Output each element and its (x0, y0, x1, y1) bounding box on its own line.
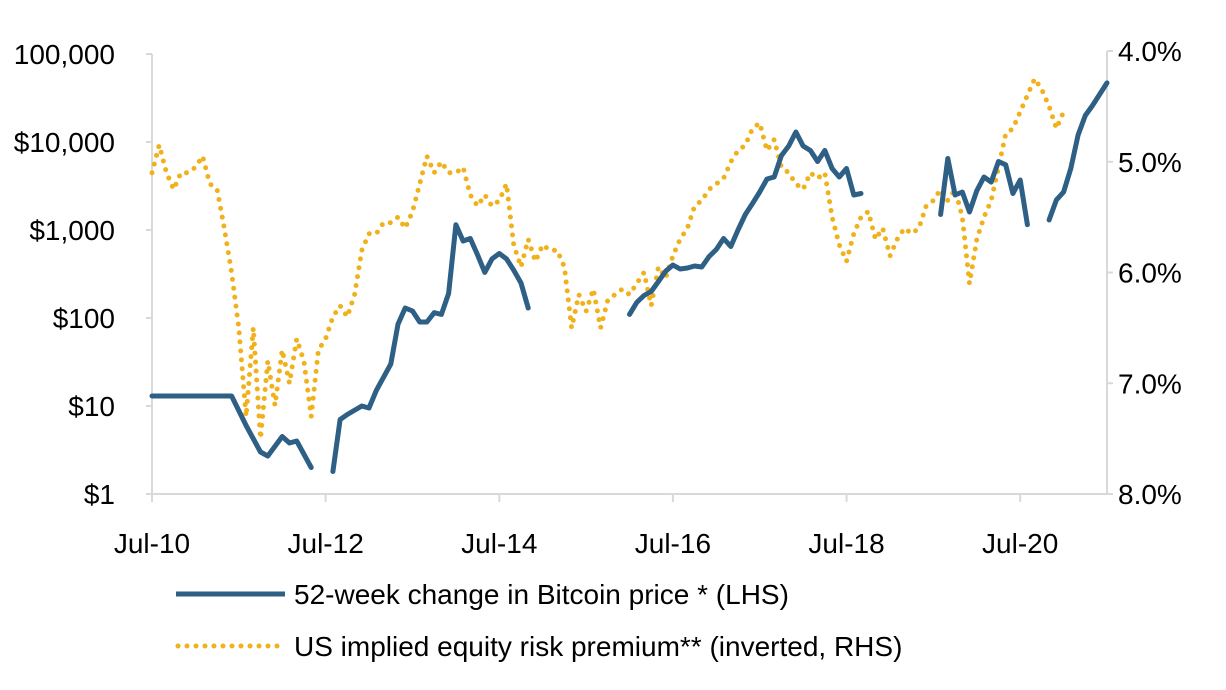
bitcoin-series-segment (149, 393, 314, 470)
right-axis-tick-label: 8.0% (1118, 479, 1182, 510)
left-axis-tick-label: $1,000 (29, 215, 115, 246)
legend-bitcoin-label: 52-week change in Bitcoin price * (LHS) (294, 579, 789, 610)
bitcoin-series-segment (627, 129, 864, 317)
right-axis-tick-label: 6.0% (1118, 258, 1182, 289)
erp-series-line (149, 76, 1067, 442)
left-axis-tick-label: $100 (53, 303, 115, 334)
left-axis-tick-label: $1 (84, 479, 115, 510)
right-axis-tick-label: 4.0% (1118, 36, 1182, 67)
legend: 52-week change in Bitcoin price * (LHS) … (175, 579, 902, 662)
legend-erp-label: US implied equity risk premium** (invert… (294, 631, 902, 662)
left-axis-tick-label: $10,000 (14, 127, 115, 158)
axes (146, 50, 1113, 502)
x-axis-tick-label: Jul-16 (635, 528, 711, 559)
right-axis-tick-label: 7.0% (1118, 368, 1182, 399)
x-axis-tick-label: Jul-12 (288, 528, 364, 559)
left-axis-tick-label: $10 (68, 391, 115, 422)
x-axis-tick-label: Jul-14 (461, 528, 537, 559)
bitcoin-series-segment (1046, 80, 1110, 223)
x-axis-tick-label: Jul-18 (808, 528, 884, 559)
left-axis-tick-label: 100,000 (14, 39, 115, 70)
right-axis-tick-label: 5.0% (1118, 147, 1182, 178)
bitcoin-series-segment (330, 222, 531, 474)
x-axis-tick-label: Jul-20 (982, 528, 1058, 559)
bitcoin-series-segment (938, 156, 1030, 228)
tick-labels: $1 $10 $100 $1,000 $10,000 100,000 4.0% 5.0% 6.0… (14, 36, 1182, 559)
series-layer (149, 76, 1110, 474)
x-axis-tick-label: Jul-10 (114, 528, 190, 559)
